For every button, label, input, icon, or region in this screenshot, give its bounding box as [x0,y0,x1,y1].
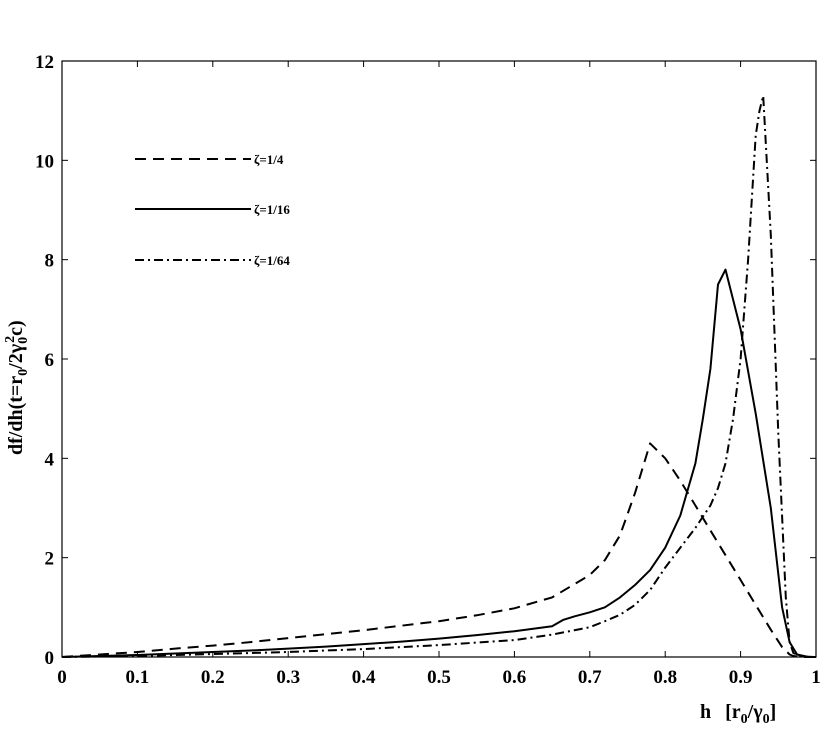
x-axis-title: h [r0/γ0] [700,701,776,727]
x-tick-label: 0.8 [653,667,677,688]
plot-area [61,60,817,658]
series-line-1 [61,442,816,658]
x-tick-label: 0.2 [201,667,225,688]
legend-label-1: ζ=1/4 [254,152,284,167]
y-tick-label: 4 [45,449,55,470]
series-layer [61,94,817,658]
legend: ζ=1/4 ζ=1/16 ζ=1/64 [135,152,290,268]
y-axis-title: df/dh(t=r0/2γ02c) [3,320,31,455]
series-line-3 [61,94,817,658]
x-tick-label: 1 [811,667,821,688]
y-tick-label: 12 [35,52,54,73]
y-tick-label: 8 [45,251,55,272]
x-tick-label: 0.9 [729,667,753,688]
y-tick-label: 6 [45,350,55,371]
plot-frame [61,60,817,658]
y-axis-ticks: 0 2 4 6 8 10 12 [35,52,816,669]
series-line-2 [61,268,816,658]
legend-label-2: ζ=1/16 [254,202,290,217]
y-tick-label: 10 [35,151,54,172]
y-tick-label: 0 [45,648,55,669]
x-tick-label: 0.1 [126,667,150,688]
x-tick-label: 0.4 [352,667,376,688]
x-tick-label: 0.3 [276,667,300,688]
x-tick-label: 0.5 [427,667,451,688]
x-tick-label: 0.7 [578,667,602,688]
x-tick-label: 0 [57,667,67,688]
legend-label-3: ζ=1/64 [254,253,290,268]
x-tick-label: 0.6 [503,667,527,688]
x-axis-ticks: 0 0.1 0.2 0.3 0.4 0.5 0.6 0.7 0.8 0.9 1 [57,61,821,688]
y-tick-label: 2 [45,549,55,570]
